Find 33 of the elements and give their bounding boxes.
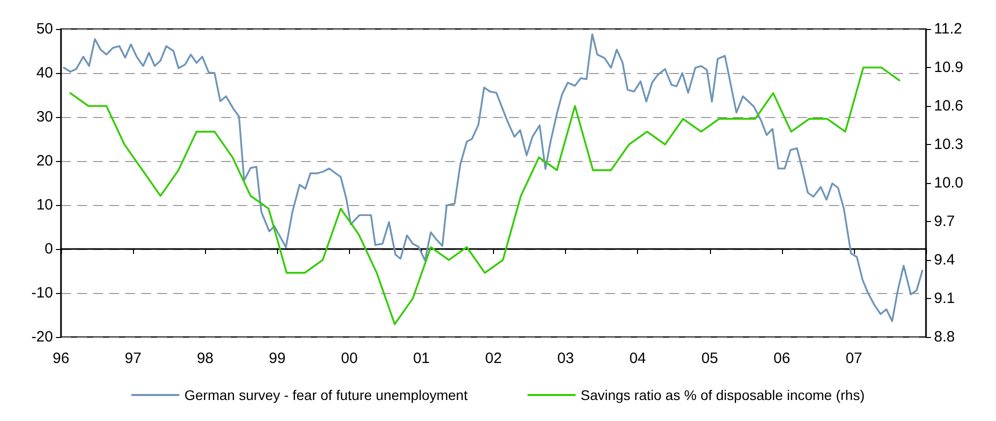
y-tick-label: 10 xyxy=(36,196,53,214)
y2-tick-label: 11.2 xyxy=(934,20,962,38)
x-tick-label: 02 xyxy=(485,350,502,367)
x-tick-label: 00 xyxy=(340,350,358,367)
x-tick-label: 97 xyxy=(124,350,142,367)
legend-label: German survey - fear of future unemployment xyxy=(184,387,468,403)
y2-tick-label: 10.6 xyxy=(934,98,964,114)
line-series xyxy=(69,66,900,326)
y-tick-label: 30 xyxy=(36,108,53,126)
y2-tick-label: 10.3 xyxy=(934,136,964,153)
legend-label: Savings ratio as % of disposable income (rhs) xyxy=(580,387,865,403)
x-tick-label: 03 xyxy=(557,350,574,367)
y-tick-label: -20 xyxy=(31,328,53,346)
y-tick-label: 50 xyxy=(36,20,53,38)
x-tick-label: 07 xyxy=(846,350,862,367)
x-tick-label: 05 xyxy=(701,350,718,367)
x-tick-label: 01 xyxy=(413,350,430,367)
x-tick-label: 06 xyxy=(773,350,790,367)
line-series xyxy=(62,33,924,322)
y-tick-label: 0 xyxy=(44,240,53,258)
y2-tick-label: 8.8 xyxy=(934,328,955,346)
x-tick-label: 96 xyxy=(52,350,70,367)
x-tick-label: 99 xyxy=(268,350,286,367)
y2-tick-label: 10.9 xyxy=(934,59,964,76)
y-tick-label: 20 xyxy=(36,152,53,170)
x-tick-label: 98 xyxy=(196,350,214,367)
y-tick-label: 40 xyxy=(36,64,53,82)
y2-tick-label: 10.0 xyxy=(934,174,964,192)
y-tick-label: -10 xyxy=(31,284,53,302)
y2-tick-label: 9.4 xyxy=(934,252,955,268)
y2-tick-label: 9.7 xyxy=(934,213,955,230)
y2-tick-label: 9.1 xyxy=(934,290,955,307)
x-tick-label: 04 xyxy=(629,350,646,367)
